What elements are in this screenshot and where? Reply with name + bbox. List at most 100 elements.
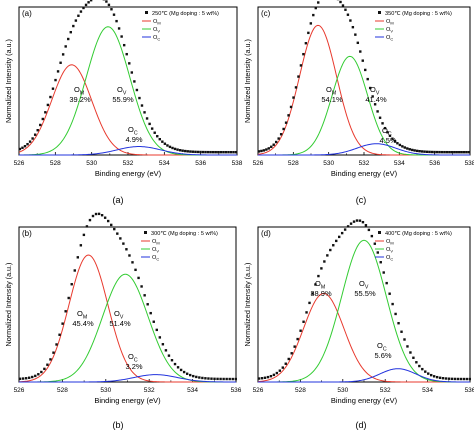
data-point — [312, 13, 315, 17]
annotation-label: OM — [77, 309, 87, 320]
chart-panel-2: 526 528 530 532 534 536 538 Binding energy (eV)… — [243, 0, 474, 205]
data-point — [34, 374, 37, 378]
data-point — [462, 150, 466, 154]
data-point — [73, 269, 76, 272]
data-point — [367, 228, 371, 232]
data-point — [206, 150, 210, 154]
data-point — [263, 376, 267, 379]
data-point — [428, 150, 431, 154]
data-point — [222, 377, 225, 381]
x-tick-label: 526 — [253, 387, 264, 394]
data-point — [411, 148, 414, 152]
data-point — [257, 150, 261, 153]
x-tick-label: 536 — [465, 387, 474, 394]
data-point — [23, 145, 27, 148]
data-point — [21, 146, 24, 149]
data-point — [194, 150, 197, 154]
data-point — [161, 343, 165, 346]
data-point — [143, 111, 146, 114]
data-point — [195, 375, 198, 379]
data-point — [143, 294, 146, 297]
data-point — [337, 235, 341, 239]
data-point — [214, 150, 217, 154]
chart-panel-4: 526 528 530 532 534 536 Binding energy (eV) Nor… — [243, 219, 474, 430]
chart-panel-1: 526 528 530 532 534 536 538 Binding energy (eV)… — [4, 0, 243, 205]
data-point — [304, 42, 308, 45]
legend-marker — [378, 231, 381, 234]
data-point — [51, 87, 55, 90]
data-point — [272, 143, 275, 146]
data-point — [225, 377, 228, 381]
x-tick-label: 536 — [429, 160, 440, 167]
annotation-label: OC — [128, 125, 138, 136]
data-point — [294, 86, 298, 89]
data-point — [170, 359, 174, 362]
x-axis-label: Binding energy (eV) — [331, 169, 398, 178]
x-tick-label: 526 — [253, 160, 264, 167]
data-point — [274, 140, 278, 144]
annotation-percent: 4.9% — [125, 135, 142, 144]
data-point — [54, 78, 57, 82]
data-point — [72, 24, 75, 28]
annotation-label: OC — [386, 35, 393, 42]
data-point — [343, 228, 347, 231]
data-point — [332, 244, 335, 247]
data-point — [453, 150, 456, 154]
data-point — [152, 320, 155, 323]
plot-frame — [257, 6, 471, 156]
data-point — [89, 0, 93, 2]
data-point — [415, 361, 418, 364]
data-point — [18, 377, 22, 380]
data-point — [69, 30, 72, 34]
x-tick-label: 530 — [337, 387, 348, 394]
data-point — [317, 274, 320, 278]
data-point — [207, 377, 210, 380]
data-point — [277, 137, 280, 140]
data-point — [91, 214, 95, 218]
legend-title: 300℃ (Mg doping : 5 wt%) — [151, 231, 218, 237]
data-point — [440, 150, 444, 154]
data-point — [184, 149, 187, 153]
data-point — [79, 244, 83, 247]
x-axis-label: Binding energy (eV) — [94, 396, 161, 405]
x-tick-label: 536 — [195, 160, 206, 167]
x-tick-label: 526 — [14, 160, 25, 167]
data-point — [204, 377, 207, 380]
annotation-percent: 55.5% — [354, 289, 376, 298]
data-point — [460, 150, 463, 154]
data-point — [201, 376, 204, 380]
data-point — [189, 373, 192, 377]
data-point — [43, 367, 46, 371]
data-point — [382, 271, 385, 274]
x-tick-label: 530 — [323, 160, 334, 167]
data-point — [140, 104, 144, 107]
data-point — [388, 292, 391, 295]
data-point — [153, 131, 156, 134]
data-point — [113, 227, 116, 231]
x-tick-label: 538 — [465, 160, 474, 167]
data-point — [28, 140, 32, 143]
data-point — [128, 62, 131, 65]
data-point — [311, 292, 314, 295]
data-point — [224, 150, 228, 154]
data-point — [269, 374, 273, 378]
data-point — [168, 145, 172, 149]
data-point — [323, 260, 326, 263]
data-point — [262, 149, 266, 152]
data-point — [232, 150, 235, 154]
series-line-o-c — [19, 374, 236, 383]
data-point — [266, 375, 270, 379]
x-tick-label: 528 — [57, 387, 68, 394]
annotation-label: OV — [153, 27, 160, 34]
data-point — [265, 148, 268, 151]
x-tick-label: 526 — [14, 387, 25, 394]
data-point — [433, 150, 436, 154]
data-point — [36, 129, 39, 132]
data-point — [46, 103, 50, 107]
data-point — [275, 371, 279, 375]
annotation-label: OV — [152, 247, 159, 254]
x-tick-label: 536 — [231, 387, 242, 394]
data-point — [145, 117, 149, 120]
data-point — [164, 349, 168, 352]
